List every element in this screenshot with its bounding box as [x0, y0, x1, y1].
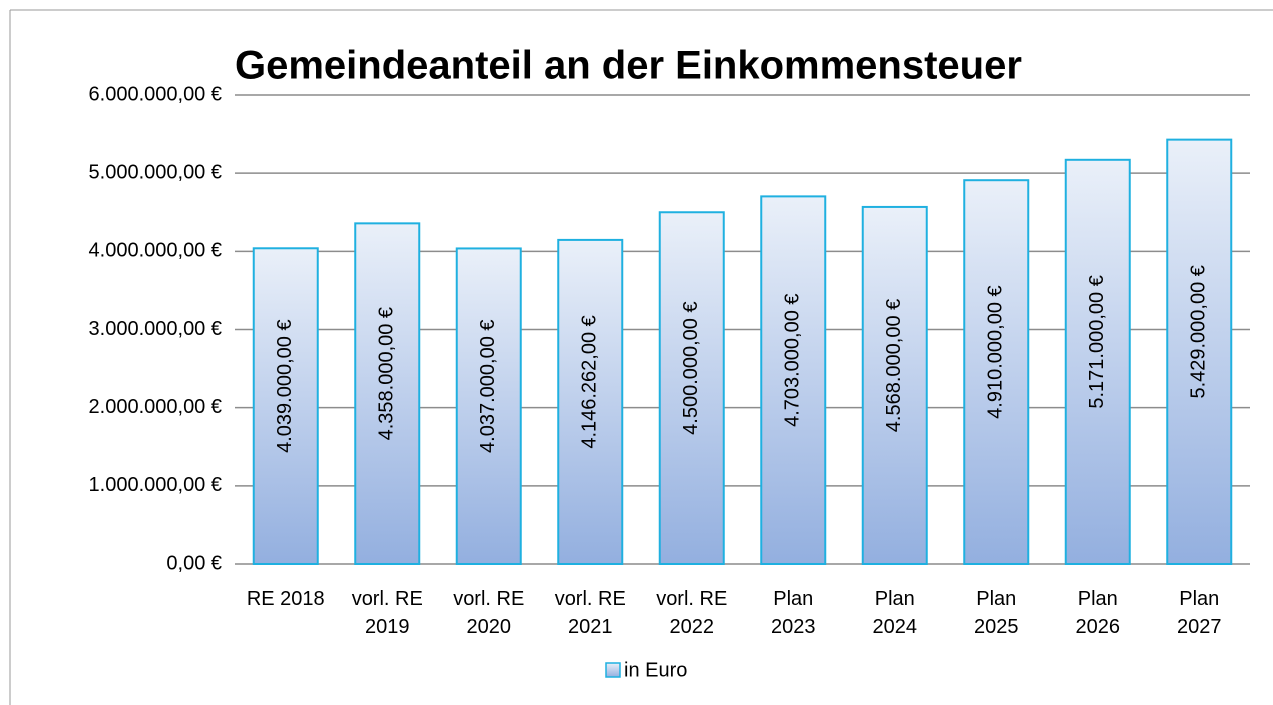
- bar: [760, 195, 827, 565]
- x-tick-label: vorl. RE 2020: [453, 588, 525, 638]
- x-tick-label: Plan 2027: [1177, 588, 1222, 638]
- bar: [354, 222, 421, 565]
- value-label: 4.039.000,00 €: [274, 319, 296, 452]
- bar: [963, 179, 1030, 565]
- bar: [557, 238, 624, 565]
- x-tick-label: Plan 2026: [1075, 588, 1121, 638]
- value-label: 4.703.000,00 €: [782, 293, 804, 426]
- x-tick-label: Plan 2024: [872, 588, 918, 638]
- x-tick-label: vorl. RE 2019: [351, 588, 423, 638]
- bar: [252, 247, 319, 566]
- x-tick-label: Plan 2023: [771, 588, 816, 638]
- x-tick-label: vorl. RE 2021: [554, 588, 626, 638]
- y-tick-label: 4.000.000,00 €: [89, 240, 222, 262]
- y-tick-label: 3.000.000,00 €: [89, 318, 222, 340]
- legend-swatch: [605, 662, 621, 678]
- value-label: 4.568.000,00 €: [883, 299, 905, 432]
- chart-title: Gemeindeanteil an der Einkommensteuer: [235, 44, 1022, 88]
- value-label: 4.146.262,00 €: [579, 315, 601, 448]
- value-label: 5.429.000,00 €: [1188, 265, 1210, 398]
- value-label: 4.037.000,00 €: [477, 319, 499, 452]
- value-label: 4.500.000,00 €: [680, 301, 702, 434]
- y-tick-label: 6.000.000,00 €: [89, 83, 222, 105]
- y-tick-label: 1.000.000,00 €: [89, 474, 222, 496]
- value-label: 4.358.000,00 €: [376, 307, 398, 440]
- value-label: 4.910.000,00 €: [985, 285, 1007, 418]
- bar: [1064, 158, 1131, 565]
- x-tick-label: vorl. RE 2022: [656, 588, 728, 638]
- y-tick-label: 5.000.000,00 €: [89, 161, 222, 183]
- bar: [455, 247, 522, 565]
- y-tick-label: 0,00 €: [166, 552, 222, 574]
- value-label: 5.171.000,00 €: [1086, 275, 1108, 408]
- x-tick-label: RE 2018: [246, 588, 325, 610]
- bar: [861, 205, 928, 565]
- bar: [658, 211, 725, 565]
- legend-label: in Euro: [624, 659, 687, 681]
- x-tick-label: Plan 2025: [974, 588, 1019, 638]
- bar: [1166, 138, 1233, 565]
- y-tick-label: 2.000.000,00 €: [89, 396, 222, 418]
